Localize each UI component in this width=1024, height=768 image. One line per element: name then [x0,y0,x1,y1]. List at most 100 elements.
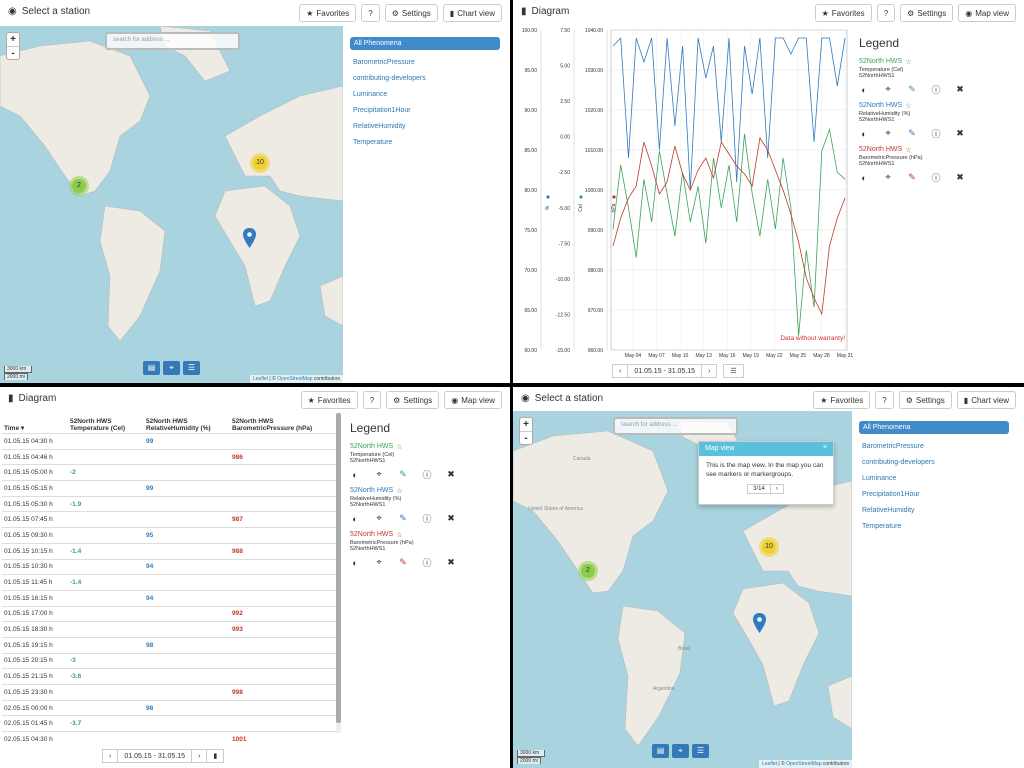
pencil-icon[interactable]: ✎ [399,557,407,567]
map-marker-icon[interactable]: ⌖ [376,469,382,479]
map-view-button[interactable]: ◉ Map view [958,4,1016,22]
pencil-icon[interactable]: ✎ [908,84,916,94]
info-icon[interactable]: ⓘ [422,470,432,480]
favorites-button[interactable]: ★ Favorites [813,391,871,409]
phenomenon-item[interactable]: Luminance [862,475,897,482]
leaflet-link[interactable]: Leaflet [762,761,778,767]
list-icon[interactable]: ☰ [723,364,744,378]
time-range-label[interactable]: 01.05.15 - 31.05.15 [117,749,193,763]
column-header[interactable]: 52North HWS Temperature (Cel) [70,418,126,432]
phenomenon-item[interactable]: Precipitation1Hour [353,107,411,114]
phenomenon-item[interactable]: BarometricPressure [862,443,924,450]
phenomenon-item[interactable]: Precipitation1Hour [862,491,920,498]
eye-slash-icon[interactable]: ◐ [352,557,358,568]
legend-entry-name[interactable]: 52North HWS ☆ [350,531,456,539]
pencil-icon[interactable]: ✎ [908,128,916,138]
legend-entry-name[interactable]: 52North HWS ☆ [350,443,456,451]
marker-cluster[interactable]: 10 [759,537,779,557]
close-icon[interactable]: ✖ [956,84,964,94]
zoom-in-button[interactable]: + [10,34,16,45]
bar-chart-icon[interactable]: ▮ [206,749,225,763]
time-range-label[interactable]: 01.05.15 - 31.05.15 [627,364,703,378]
previous-button[interactable]: ‹ [612,364,629,378]
map-marker-icon[interactable] [243,228,256,248]
favorites-button[interactable]: ★ Favorites [814,4,872,22]
map-marker-icon[interactable]: ⌖ [885,172,891,182]
column-header[interactable]: Time ▾ [4,425,25,432]
star-icon[interactable]: ☆ [396,444,403,451]
address-search-input[interactable]: search for address ... [105,32,240,50]
close-icon[interactable]: ✖ [956,128,964,138]
close-icon[interactable]: × [822,444,827,451]
close-icon[interactable]: ✖ [956,172,964,182]
pencil-icon[interactable]: ✎ [399,513,407,523]
column-header[interactable]: 52North HWS RelativeHumidity (%) [146,418,211,432]
zoom-in-button[interactable]: + [523,419,529,430]
map-marker-icon[interactable]: ⌖ [376,557,382,567]
list-icon[interactable]: ☰ [692,744,709,758]
leaflet-link[interactable]: Leaflet [253,376,269,382]
info-icon[interactable]: ⓘ [931,85,941,95]
legend-entry-name[interactable]: 52North HWS ☆ [859,102,965,110]
eye-slash-icon[interactable]: ◐ [861,84,867,95]
folder-icon[interactable]: ▤ [652,744,669,758]
legend-entry-name[interactable]: 52North HWS ☆ [859,146,965,154]
close-icon[interactable]: ✖ [447,469,455,479]
timeseries-chart[interactable]: 100.00 95.00 90.00 85.00 80.00 75.00 70.00 65.0… [513,22,853,362]
legend-entry-name[interactable]: 52North HWS ☆ [859,58,965,66]
star-icon[interactable]: ☆ [905,103,912,110]
map-marker-icon[interactable]: ⌖ [885,84,891,94]
osm-link[interactable]: OpenStreetMap [277,376,313,382]
info-icon[interactable]: ⓘ [422,514,432,524]
phenomenon-item[interactable]: BarometricPressure [353,59,415,66]
phenomenon-item[interactable]: Temperature [862,523,902,530]
map[interactable]: + - search for address ... 2 10 3000 km 2… [0,26,343,383]
info-icon[interactable]: ⓘ [422,558,432,568]
chart-view-button[interactable]: ▮ Chart view [956,391,1016,409]
map-marker-icon[interactable] [753,613,766,633]
phenomenon-all[interactable]: All Phenomena [350,37,500,50]
star-icon[interactable]: ☆ [396,532,403,539]
help-button[interactable]: ? [876,4,896,22]
help-button[interactable]: ? [875,391,894,409]
map-marker-icon[interactable]: ⌖ [376,513,382,523]
previous-button[interactable]: ‹ [102,749,119,763]
pencil-icon[interactable]: ✎ [399,469,407,479]
settings-button[interactable]: ⚙ Settings [384,4,438,22]
close-icon[interactable]: ✖ [447,513,455,523]
scrollbar-thumb[interactable] [336,413,341,723]
eye-slash-icon[interactable]: ◐ [352,513,358,524]
map-view-button[interactable]: ◉ Map view [444,391,502,409]
pencil-icon[interactable]: ✎ [908,172,916,182]
tour-next-button[interactable]: › [769,484,784,494]
settings-button[interactable]: ⚙ Settings [386,391,440,409]
map[interactable]: United States of America Canada Brasil A… [513,411,852,768]
settings-button[interactable]: ⚙ Settings [898,391,952,409]
marker-cluster[interactable]: 2 [69,176,89,196]
eye-slash-icon[interactable]: ◐ [861,128,867,139]
favorites-button[interactable]: ★ Favorites [300,391,358,409]
help-button[interactable]: ? [362,391,382,409]
marker-cluster[interactable]: 2 [578,561,598,581]
location-icon[interactable]: ⌖ [163,361,180,375]
column-header[interactable]: 52North HWS BarometricPressure (hPa) [232,418,313,432]
legend-entry-name[interactable]: 52North HWS ☆ [350,487,456,495]
zoom-out-button[interactable]: - [520,431,532,444]
eye-slash-icon[interactable]: ◐ [352,469,358,480]
star-icon[interactable]: ☆ [905,147,912,154]
zoom-out-button[interactable]: - [7,46,19,59]
phenomenon-item[interactable]: RelativeHumidity [353,123,406,130]
phenomenon-item[interactable]: RelativeHumidity [862,507,915,514]
info-icon[interactable]: ⓘ [931,173,941,183]
phenomenon-item[interactable]: Luminance [353,91,388,98]
settings-button[interactable]: ⚙ Settings [900,4,954,22]
phenomenon-item[interactable]: contributing-developers [862,459,935,466]
favorites-button[interactable]: ★ Favorites [299,4,357,22]
address-search-input[interactable]: search for address ... [613,417,738,435]
phenomenon-item[interactable]: Temperature [353,139,393,146]
phenomenon-all[interactable]: All Phenomena [859,421,1009,434]
location-icon[interactable]: ⌖ [672,744,689,758]
next-button[interactable]: › [701,364,718,378]
info-icon[interactable]: ⓘ [931,129,941,139]
star-icon[interactable]: ☆ [396,488,403,495]
